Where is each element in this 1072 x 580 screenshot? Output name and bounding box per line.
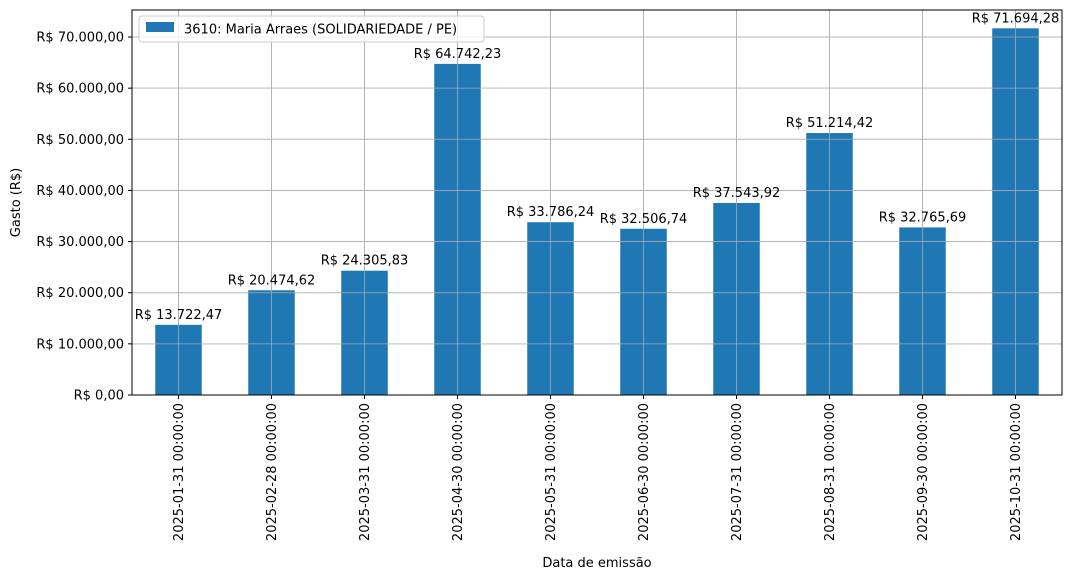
- y-tick-label: R$ 60.000,00: [36, 82, 124, 97]
- x-tick-label: 2025-08-31 00:00:00: [823, 403, 838, 541]
- legend-label: 3610: Maria Arraes (SOLIDARIEDADE / PE): [184, 23, 457, 38]
- data-label: R$ 13.722,47: [135, 308, 223, 323]
- data-label: R$ 37.543,92: [693, 186, 781, 201]
- legend: 3610: Maria Arraes (SOLIDARIEDADE / PE): [138, 15, 485, 43]
- data-labels-layer: R$ 13.722,47 R$ 20.474,62 R$ 24.305,83 R$ 6…: [135, 11, 1060, 322]
- y-tick-label: R$ 20.000,00: [36, 286, 124, 301]
- y-axis-title: Gasto (R$): [9, 168, 24, 237]
- y-tick-label: R$ 30.000,00: [36, 235, 124, 250]
- y-tick-label: R$ 10.000,00: [36, 337, 124, 352]
- y-tick-label: R$ 50.000,00: [36, 133, 124, 148]
- bars-layer: [132, 10, 1062, 396]
- y-tick-label: R$ 40.000,00: [36, 184, 124, 199]
- legend-box: [138, 15, 485, 43]
- x-tick-label: 2025-01-31 00:00:00: [172, 403, 187, 541]
- data-label: R$ 51.214,42: [786, 116, 874, 131]
- x-tick-label: 2025-03-31 00:00:00: [358, 403, 373, 541]
- x-axis-title: Data de emissão: [542, 556, 651, 571]
- data-label: R$ 24.305,83: [321, 254, 409, 269]
- x-tick-label: 2025-07-31 00:00:00: [730, 403, 745, 541]
- x-tick-label: 2025-04-30 00:00:00: [451, 403, 466, 541]
- x-tick-label: 2025-05-31 00:00:00: [544, 403, 559, 541]
- y-tick-label: R$ 70.000,00: [36, 30, 124, 45]
- x-tick-label: 2025-10-31 00:00:00: [1009, 403, 1024, 541]
- data-label: R$ 32.506,74: [600, 212, 688, 227]
- plot-frame: [131, 9, 1063, 396]
- data-label: R$ 71.694,28: [972, 11, 1060, 26]
- data-label: R$ 33.786,24: [507, 205, 595, 220]
- y-tick-label: R$ 0,00: [74, 389, 124, 404]
- legend-swatch: [146, 22, 174, 32]
- x-tick-label: 2025-06-30 00:00:00: [637, 403, 652, 541]
- x-tick-label: 2025-09-30 00:00:00: [916, 403, 931, 541]
- data-label: R$ 20.474,62: [228, 273, 316, 288]
- x-axis: 2025-01-31 00:00:00 2025-02-28 00:00:00 20…: [172, 395, 1024, 541]
- y-axis: R$ 0,00 R$ 10.000,00 R$ 20.000,00 R$ 30.000…: [36, 30, 132, 404]
- data-label: R$ 64.742,23: [414, 47, 502, 62]
- x-tick-label: 2025-02-28 00:00:00: [265, 403, 280, 541]
- data-label: R$ 32.765,69: [879, 210, 967, 225]
